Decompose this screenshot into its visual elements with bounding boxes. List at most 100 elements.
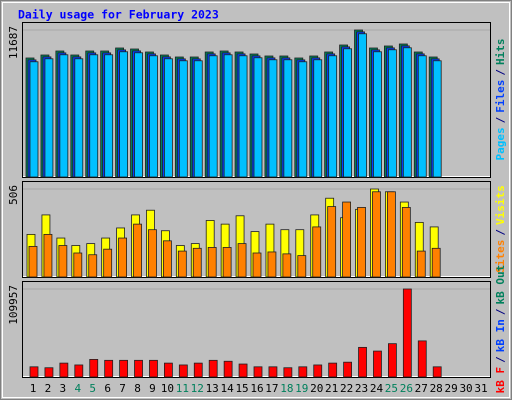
bar: [74, 364, 84, 378]
bar: [118, 237, 127, 278]
bar: [253, 366, 263, 378]
legend-entry: kB In: [494, 319, 507, 352]
x-tick-label: 11: [176, 382, 189, 395]
bar: [43, 233, 53, 278]
bar: [327, 206, 337, 278]
bar: [267, 251, 277, 278]
x-tick-label: 27: [415, 382, 428, 395]
x-tick-label: 12: [191, 382, 204, 395]
x-tick-label: 22: [340, 382, 353, 395]
bar: [74, 58, 84, 178]
bar: [163, 362, 173, 378]
bar: [207, 247, 217, 278]
x-tick-label: 25: [385, 382, 398, 395]
x-tick-label: 21: [325, 382, 338, 395]
x-tick-label: 1: [30, 382, 37, 395]
y-tick-label: 506: [7, 185, 20, 205]
bar: [193, 362, 203, 378]
bar: [59, 54, 69, 178]
bar: [343, 361, 353, 378]
legend-separator: /: [494, 116, 507, 123]
bar: [417, 340, 427, 378]
bar: [357, 207, 366, 278]
bar: [223, 360, 233, 378]
bar: [431, 247, 441, 278]
bar: [134, 52, 143, 178]
bar: [432, 60, 442, 178]
legend-separator: /: [494, 308, 507, 315]
x-tick-label: 6: [104, 382, 111, 395]
bar: [88, 254, 98, 278]
legend: Pages / Files / Hits: [494, 39, 507, 161]
x-tick-label: 8: [134, 382, 141, 395]
x-tick-label: 7: [119, 382, 126, 395]
bar: [44, 58, 54, 178]
legend-separator: /: [494, 229, 507, 236]
bar: [163, 58, 173, 178]
bar: [119, 51, 128, 178]
bar: [58, 245, 68, 278]
bar: [237, 243, 247, 278]
bar: [416, 250, 426, 278]
legend-entry: Sites: [494, 240, 507, 273]
y-tick-label: 11687: [7, 26, 20, 59]
x-tick-label: 24: [370, 382, 384, 395]
x-tick-label: 26: [400, 382, 413, 395]
bar: [401, 207, 411, 278]
bar: [313, 59, 323, 178]
chart-title: Daily usage for February 2023: [18, 8, 219, 22]
x-tick-label: 3: [60, 382, 67, 395]
x-tick-label: 30: [459, 382, 472, 395]
bar: [297, 255, 307, 278]
bar: [342, 201, 352, 278]
legend: Sites / Visits: [494, 185, 507, 273]
bar: [432, 366, 442, 378]
x-tick-label: 9: [149, 382, 156, 395]
bar: [328, 362, 338, 378]
legend-entry: Files: [494, 80, 507, 113]
bar: [73, 252, 83, 278]
x-tick-label: 10: [161, 382, 174, 395]
bar: [312, 226, 322, 278]
bar: [387, 49, 397, 178]
bar: [134, 359, 143, 378]
x-tick-label: 5: [89, 382, 96, 395]
bar: [104, 54, 114, 178]
legend-entry: Hits: [494, 39, 507, 66]
x-tick-label: 4: [74, 382, 81, 395]
bar: [44, 367, 54, 378]
bar: [238, 363, 248, 378]
panel: [22, 281, 491, 378]
bar: [313, 364, 323, 378]
x-tick-label: 19: [295, 382, 308, 395]
bar: [252, 252, 262, 278]
bar: [358, 33, 367, 178]
bar: [417, 55, 427, 178]
bar: [268, 59, 278, 178]
bar: [283, 59, 293, 178]
bar: [343, 48, 353, 178]
bar: [193, 60, 203, 178]
x-tick-label: 23: [355, 382, 368, 395]
bar: [222, 247, 232, 278]
x-tick-label: 20: [310, 382, 323, 395]
x-tick-label: 13: [206, 382, 219, 395]
bar: [148, 229, 157, 278]
x-tick-label: 18: [280, 382, 293, 395]
legend-entry: kB F: [494, 367, 507, 394]
bar: [103, 248, 113, 278]
x-tick-label: 15: [235, 382, 248, 395]
bar: [373, 51, 382, 178]
bar: [208, 359, 218, 378]
bar: [402, 288, 412, 378]
x-tick-label: 29: [445, 382, 458, 395]
bar: [238, 55, 248, 178]
bar: [162, 240, 172, 278]
bar: [208, 55, 218, 178]
legend-entry: Visits: [494, 185, 507, 225]
bar: [298, 366, 308, 378]
legend-entry: kB Out: [494, 265, 507, 305]
bar: [149, 55, 158, 178]
